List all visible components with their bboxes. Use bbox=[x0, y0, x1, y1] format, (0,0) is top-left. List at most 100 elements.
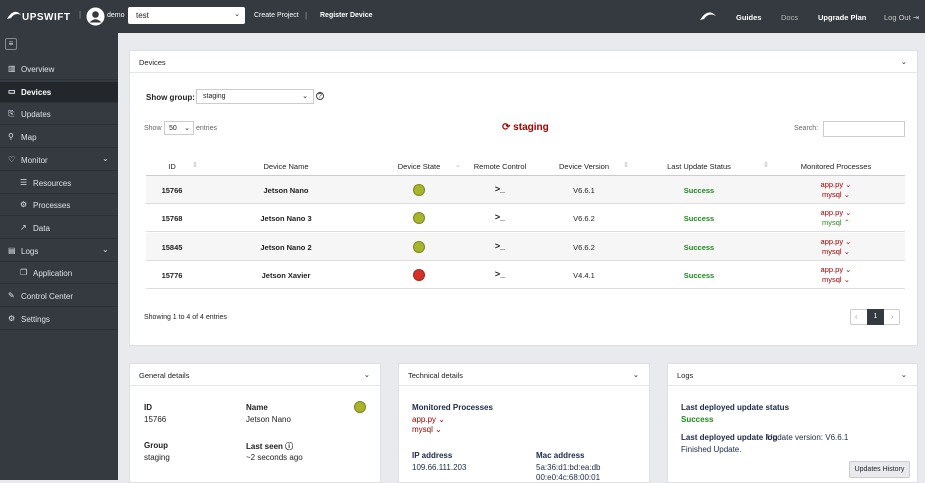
nav-item[interactable]: ▤ Logs ⌄ bbox=[0, 241, 118, 262]
panel-header: Technical details ⌄ bbox=[399, 364, 649, 386]
process[interactable]: mysql ⌄ bbox=[822, 246, 850, 256]
process-name: app.py bbox=[820, 180, 844, 189]
process-name: mysql bbox=[822, 218, 842, 228]
user: demo bbox=[107, 12, 125, 19]
menu-toggle[interactable]: ≡ bbox=[5, 38, 17, 50]
logout[interactable]: Log Out ⇥ bbox=[884, 13, 920, 22]
nav-item[interactable]: ✎ Control Center bbox=[0, 286, 118, 307]
sort-icon: ⇕ bbox=[763, 162, 769, 169]
state-dot bbox=[354, 401, 366, 413]
process[interactable]: mysql ⌄ bbox=[822, 190, 850, 199]
device-row[interactable] bbox=[146, 261, 905, 289]
column-header[interactable]: Monitored Processes bbox=[800, 162, 872, 171]
docs[interactable]: Docs bbox=[781, 13, 799, 22]
panel-header: Logs ⌄ bbox=[668, 364, 917, 386]
nav-label: Devices bbox=[21, 87, 52, 97]
last-seen-label-text: Last seen bbox=[246, 442, 283, 451]
nav-item[interactable]: ☰ Resources bbox=[0, 173, 118, 194]
ip-label: IP address bbox=[412, 451, 453, 460]
status: Success bbox=[681, 415, 714, 424]
process[interactable]: app.py ⌄ bbox=[820, 180, 852, 189]
column-header[interactable]: Device State bbox=[397, 162, 441, 171]
process-name: app.py bbox=[412, 415, 437, 424]
process[interactable]: mysql ⌄ bbox=[822, 274, 850, 284]
devices-panel: Devices ⌄ Show group: staging ⌄ ? Show 50 ⌄… bbox=[129, 50, 918, 346]
device-name: Jetson Nano 3 bbox=[260, 214, 312, 224]
process-name: mysql bbox=[412, 425, 433, 434]
nav-item[interactable]: ♡ Monitor ⌄ bbox=[0, 150, 118, 171]
process: mysql ⌄ bbox=[412, 425, 442, 434]
remote-control[interactable]: >_ bbox=[494, 240, 506, 251]
mac: 5a:36:d1:bd:ea:db bbox=[536, 463, 601, 472]
nav-item[interactable]: ▭ Devices bbox=[0, 81, 118, 103]
device-state bbox=[413, 240, 425, 253]
updates-history-button[interactable]: Updates History bbox=[849, 461, 910, 478]
project-select[interactable]: test ⌄ bbox=[128, 7, 245, 24]
process[interactable]: app.py ⌄ bbox=[820, 236, 852, 246]
logo bbox=[7, 11, 21, 19]
process-name: app.py bbox=[820, 264, 844, 274]
column-header[interactable]: Remote Control bbox=[473, 162, 527, 171]
sort-icon: ⇕ bbox=[192, 162, 198, 169]
nav-item[interactable]: ⚲ Map bbox=[0, 127, 118, 149]
process-name: mysql bbox=[822, 246, 842, 256]
search-input[interactable] bbox=[823, 121, 905, 137]
nav-label: Monitor bbox=[21, 155, 48, 165]
nav-item[interactable]: ↗ Data bbox=[0, 218, 118, 239]
upgrade[interactable]: Upgrade Plan bbox=[818, 13, 867, 22]
ip: 109.66.111.203 bbox=[412, 463, 467, 472]
column-header[interactable]: Device Version bbox=[558, 162, 610, 171]
nav-item[interactable]: ⎘ Updates bbox=[0, 104, 118, 126]
log-line: Finished Update. bbox=[681, 445, 742, 454]
panel-title: Logs bbox=[677, 371, 694, 380]
group-select[interactable]: staging ⌄ bbox=[196, 89, 314, 104]
sep: | bbox=[305, 11, 308, 20]
device-row[interactable] bbox=[146, 232, 905, 261]
caret: ⌄ bbox=[102, 244, 109, 254]
entries-select[interactable]: 50 ⌄ bbox=[164, 121, 194, 135]
device-row[interactable] bbox=[146, 176, 905, 204]
update-status: Success bbox=[683, 242, 715, 252]
sort-icon: ⌄ bbox=[455, 162, 461, 169]
process[interactable]: app.py ⌄ bbox=[820, 208, 852, 218]
nav-item[interactable]: ❐ Application bbox=[0, 263, 118, 285]
logs-panel: Logs ⌄ Last deployed update status Succes… bbox=[667, 363, 918, 483]
column-header[interactable]: Last Update Status bbox=[667, 162, 731, 171]
show-group-label: Show group: bbox=[146, 93, 195, 102]
device-id: 15776 bbox=[161, 270, 183, 280]
entries-label: entries bbox=[196, 125, 218, 132]
prev[interactable]: ‹ bbox=[855, 314, 858, 321]
column-header[interactable]: Device Name bbox=[263, 162, 309, 171]
nav-label: Application bbox=[33, 269, 73, 279]
logout-text: Log Out bbox=[884, 13, 911, 22]
project: test bbox=[136, 11, 149, 20]
column-header[interactable]: ID bbox=[168, 162, 176, 171]
page[interactable]: 1 bbox=[867, 309, 884, 325]
update-status: Success bbox=[683, 214, 715, 224]
nav-icon: ▥ bbox=[8, 64, 16, 73]
process[interactable]: mysql ⌃ bbox=[822, 218, 850, 228]
remote-control[interactable]: >_ bbox=[494, 184, 506, 194]
nav-item[interactable]: ⚙ Settings bbox=[0, 309, 118, 330]
process[interactable]: app.py ⌄ bbox=[820, 264, 852, 274]
show-label: Show bbox=[144, 125, 162, 132]
nav-item[interactable]: ▥ Overview bbox=[0, 59, 118, 80]
device-state bbox=[413, 212, 425, 225]
devices-table: ID Device Name Device State Remote Control D… bbox=[130, 51, 919, 347]
remote-control[interactable]: >_ bbox=[494, 212, 506, 223]
device-row[interactable] bbox=[146, 204, 905, 233]
technical-panel: Technical details ⌄ Monitored Processes a… bbox=[398, 363, 650, 483]
nav-icon: ⚙ bbox=[8, 313, 16, 323]
device-version: V4.4.1 bbox=[573, 270, 595, 280]
help-icon[interactable]: ? bbox=[316, 92, 324, 100]
device-version: V6.6.2 bbox=[573, 214, 595, 224]
register-device[interactable]: Register Device bbox=[320, 12, 373, 19]
nav-item[interactable]: ⚙ Processes bbox=[0, 195, 118, 217]
avatar[interactable] bbox=[86, 7, 105, 26]
remote-control[interactable]: >_ bbox=[494, 268, 506, 279]
nav-label: Processes bbox=[33, 201, 71, 211]
next[interactable]: › bbox=[891, 314, 894, 321]
create-project[interactable]: Create Project bbox=[254, 12, 299, 19]
guides[interactable]: Guides bbox=[736, 13, 762, 22]
device-version: V6.6.2 bbox=[573, 242, 595, 252]
